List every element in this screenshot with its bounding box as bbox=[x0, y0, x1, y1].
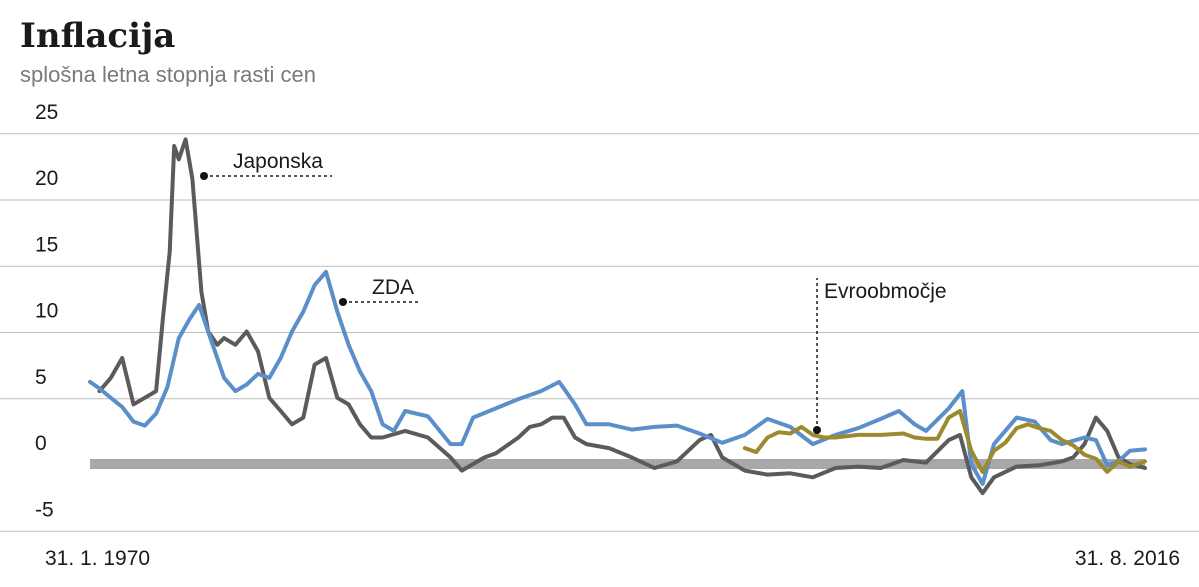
annotation-label: Evroobmočje bbox=[824, 280, 947, 303]
y-tick-label: 10 bbox=[35, 300, 58, 323]
annotation-label: Japonska bbox=[233, 150, 323, 173]
y-axis-ticks: 25 20 15 10 5 0 -5 bbox=[35, 101, 58, 522]
chart-subtitle: splošna letna stopnja rasti cen bbox=[20, 62, 316, 87]
annotation-dot bbox=[339, 298, 347, 306]
series-line-japonska bbox=[97, 137, 1147, 496]
x-end-label: 31. 8. 2016 bbox=[1075, 547, 1180, 570]
y-tick-label: 5 bbox=[35, 366, 47, 389]
y-tick-label: 25 bbox=[35, 101, 58, 124]
y-tick-label: 15 bbox=[35, 233, 58, 256]
y-tick-label: 0 bbox=[35, 432, 47, 455]
series-line-evroobmočje bbox=[742, 409, 1147, 474]
series-lines bbox=[88, 137, 1147, 496]
y-tick-label: -5 bbox=[35, 498, 54, 521]
annotation-dot bbox=[200, 172, 208, 180]
y-tick-label: 20 bbox=[35, 167, 58, 190]
annotation-label: ZDA bbox=[372, 276, 414, 299]
x-start-label: 31. 1. 1970 bbox=[45, 547, 150, 570]
zero-baseline-band bbox=[90, 459, 1145, 469]
annotation-dot bbox=[813, 426, 821, 434]
series-annotations: Japonska ZDA Evroobmočje bbox=[200, 150, 947, 434]
chart-title: Inflacija bbox=[20, 16, 175, 56]
series-line-zda bbox=[88, 269, 1147, 486]
